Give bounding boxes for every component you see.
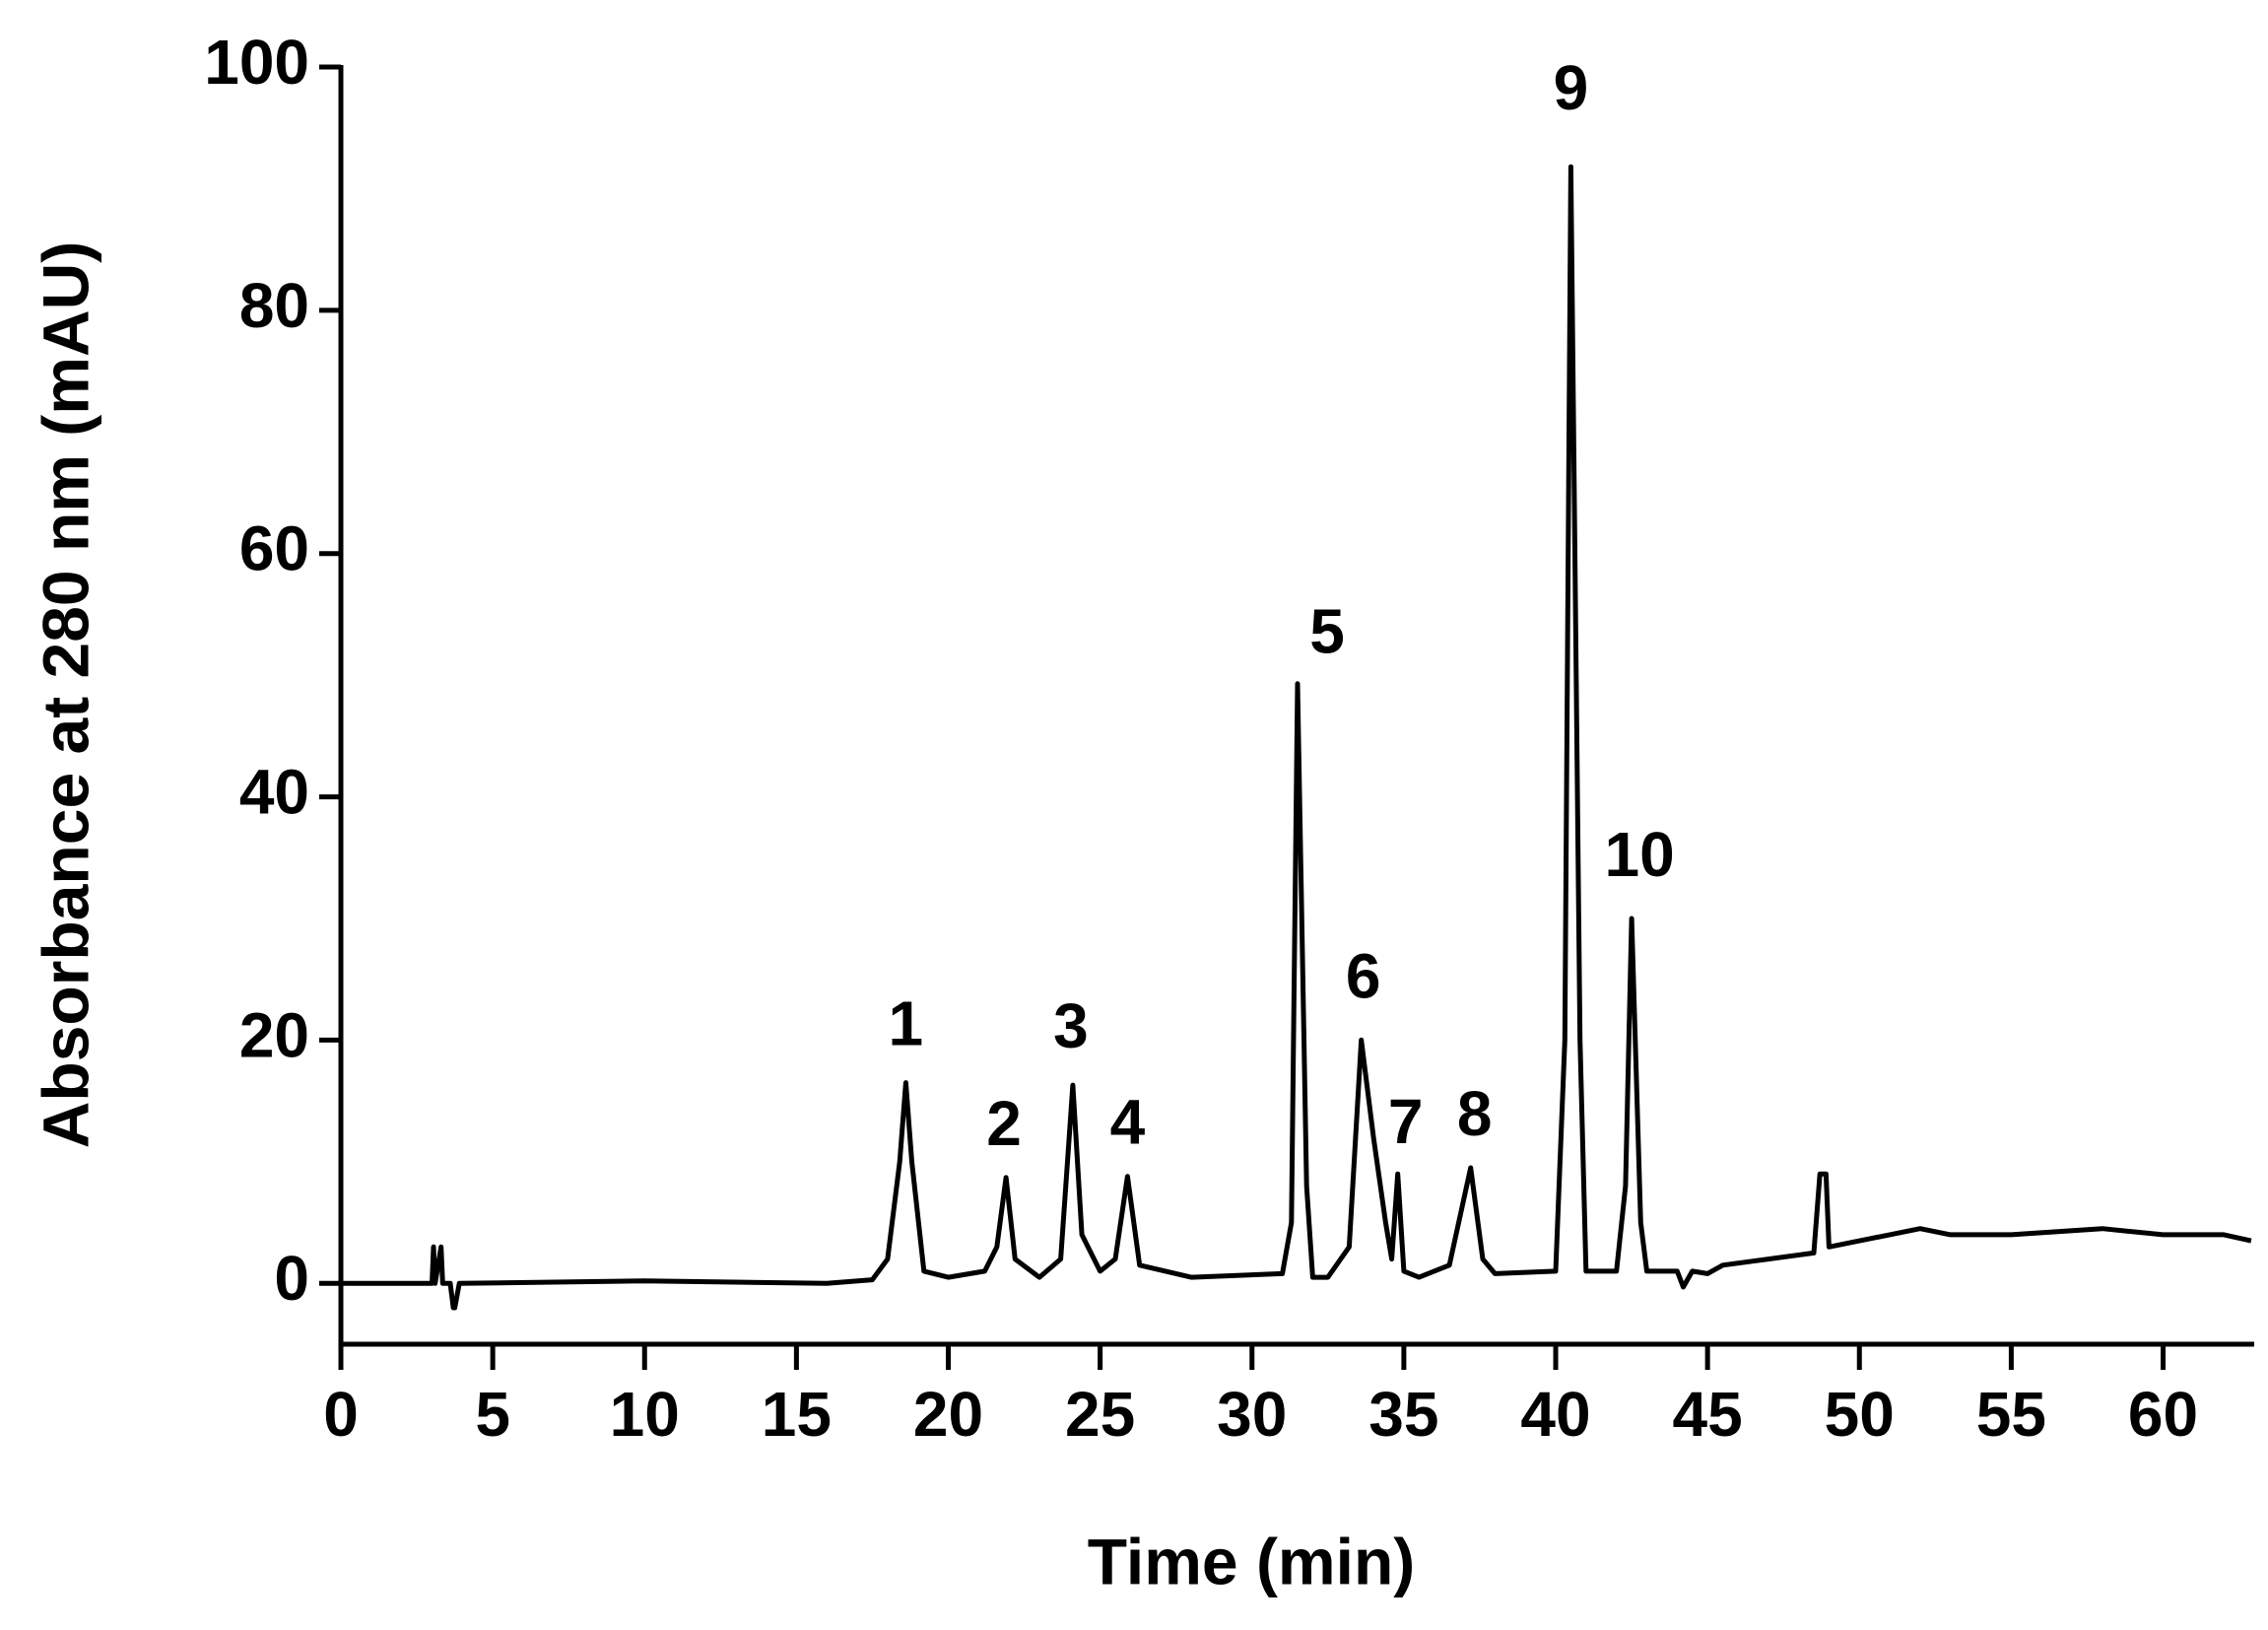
x-tick-label: 55 bbox=[1976, 1379, 2046, 1450]
y-tick-label: 60 bbox=[239, 513, 309, 584]
peak-label: 7 bbox=[1388, 1086, 1424, 1157]
y-tick-label: 0 bbox=[274, 1243, 309, 1314]
x-tick-label: 0 bbox=[323, 1379, 359, 1450]
x-tick-label: 45 bbox=[1673, 1379, 1743, 1450]
x-tick-label: 35 bbox=[1368, 1379, 1438, 1450]
peak-label: 6 bbox=[1346, 940, 1381, 1011]
x-tick-label: 20 bbox=[913, 1379, 983, 1450]
peak-label: 9 bbox=[1554, 52, 1589, 123]
y-tick-label: 20 bbox=[239, 999, 309, 1070]
y-tick-label: 80 bbox=[239, 270, 309, 341]
y-tick-label: 40 bbox=[239, 756, 309, 827]
x-axis-title: Time (min) bbox=[1088, 1525, 1415, 1597]
y-axis-title: Absorbance at 280 nm (mAU) bbox=[29, 241, 101, 1149]
x-tick-label: 50 bbox=[1825, 1379, 1895, 1450]
x-tick-label: 40 bbox=[1520, 1379, 1590, 1450]
peak-label: 3 bbox=[1053, 990, 1089, 1061]
x-tick-label: 60 bbox=[2128, 1379, 2198, 1450]
peak-label: 2 bbox=[986, 1088, 1022, 1159]
y-tick-label: 100 bbox=[204, 27, 309, 98]
x-tick-label: 5 bbox=[475, 1379, 510, 1450]
x-tick-label: 15 bbox=[762, 1379, 832, 1450]
peak-label: 1 bbox=[889, 988, 924, 1059]
x-tick-label: 25 bbox=[1065, 1379, 1135, 1450]
peak-label: 5 bbox=[1309, 596, 1345, 667]
peak-label: 8 bbox=[1457, 1078, 1493, 1149]
x-tick-label: 10 bbox=[610, 1379, 680, 1450]
peak-label: 10 bbox=[1604, 819, 1674, 890]
peak-label: 4 bbox=[1110, 1087, 1146, 1158]
x-tick-label: 30 bbox=[1217, 1379, 1287, 1450]
trace bbox=[341, 164, 2252, 1311]
